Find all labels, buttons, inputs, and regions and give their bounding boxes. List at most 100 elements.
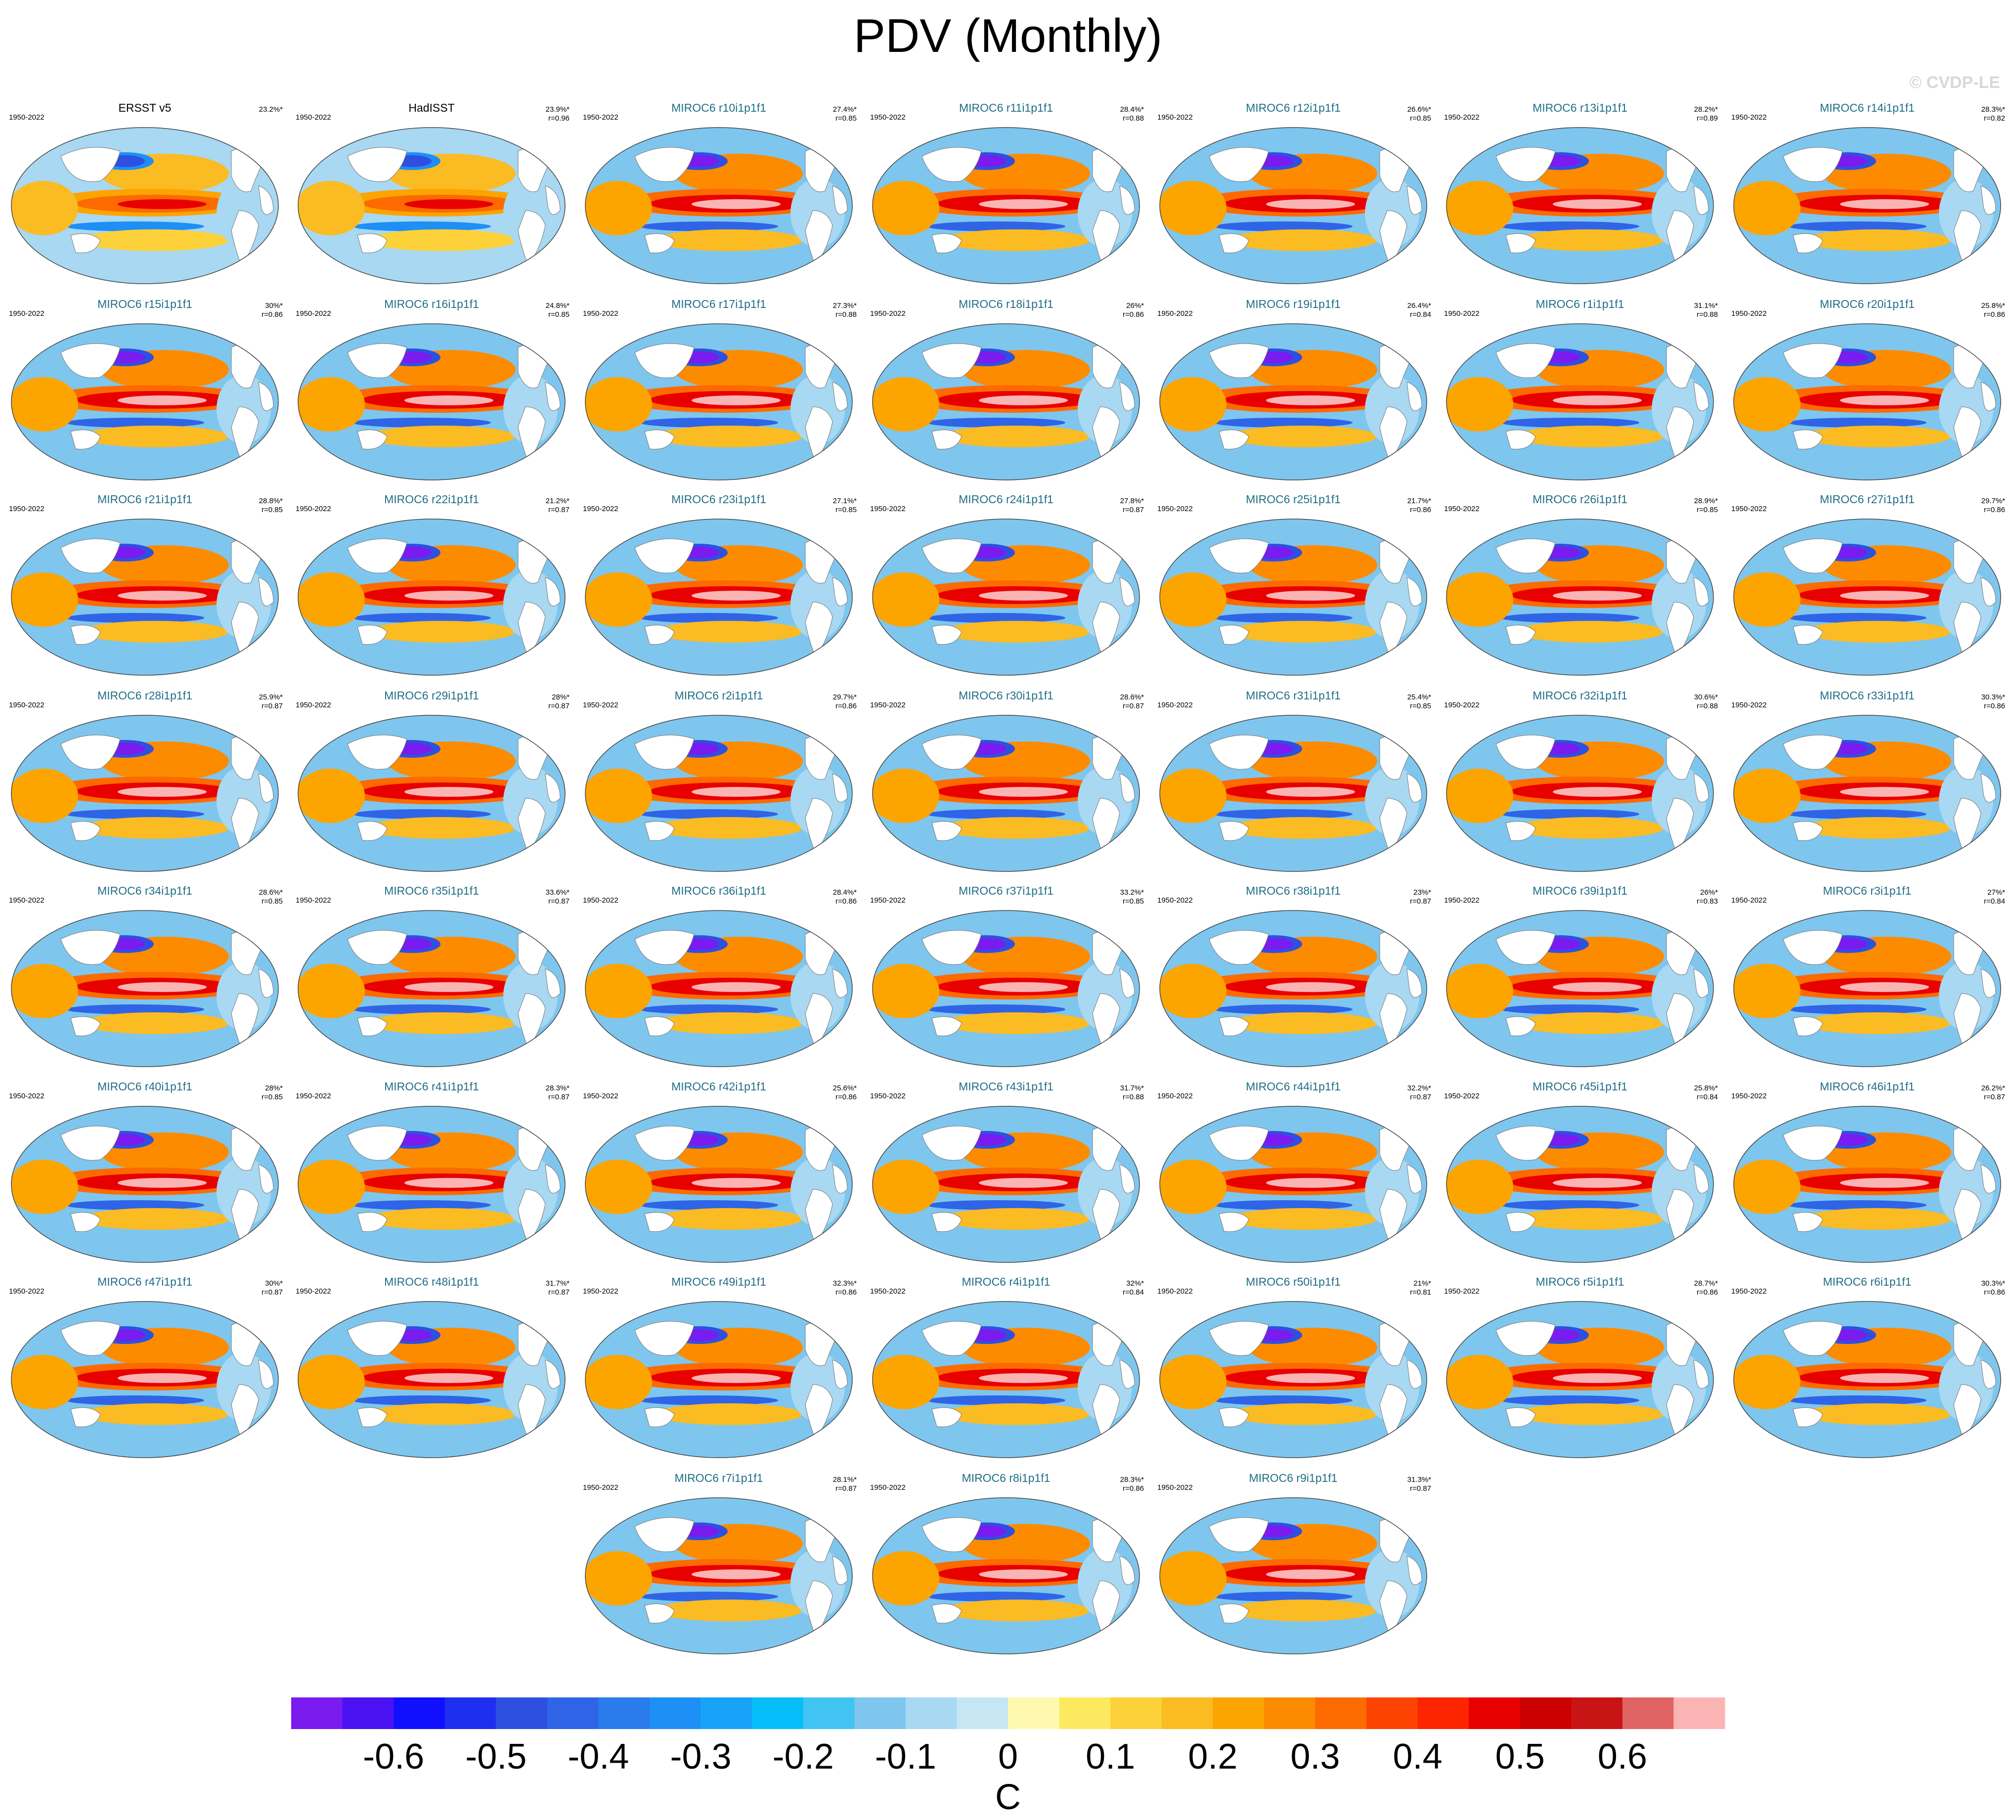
tropical-peak: [118, 395, 207, 405]
africa-landmass: [1119, 185, 1135, 215]
tropical-peak: [1553, 982, 1642, 992]
colorbar-swatch: [1264, 1697, 1315, 1729]
map-panel: MIROC6 r31i1p1f1 1950-2022 25.4%* r=0.85: [1153, 689, 1433, 882]
panel-period: 1950-2022: [296, 701, 331, 709]
south-america-landmass: [1092, 1580, 1120, 1636]
panel-variance-pct: 23%*: [1413, 888, 1431, 897]
panel-pattern-corr: r=0.84: [1984, 897, 2005, 906]
south-pacific-cold-band: [640, 418, 778, 428]
panel-variance-pct: 24.8%*: [545, 302, 570, 310]
panel-variance-pct: 28.8%*: [259, 497, 283, 505]
sst-pattern-map: [1159, 1106, 1427, 1263]
map-outline: [1159, 519, 1427, 676]
south-pacific-cold-band: [1214, 1200, 1353, 1210]
map-field: [873, 1301, 1139, 1458]
panel-title: HadISST: [408, 101, 455, 114]
south-pacific-warm-band: [942, 817, 1090, 839]
africa-landmass: [1119, 968, 1135, 998]
south-pacific-warm-band: [655, 621, 803, 643]
panel-variance-pct: 21.7%*: [1407, 497, 1431, 505]
panel-pattern-corr: r=0.86: [1984, 506, 2005, 514]
tropical-peak: [1553, 591, 1642, 601]
asia-landmass: [921, 1321, 982, 1356]
map-panel: MIROC6 r2i1p1f1 1950-2022 29.7%* r=0.86: [579, 689, 859, 882]
south-america-landmass: [518, 406, 546, 462]
colorbar-swatch: [1161, 1697, 1213, 1729]
panel-title: MIROC6 r32i1p1f1: [1533, 689, 1627, 702]
panel-variance-pct: 30.6%*: [1694, 693, 1718, 701]
panel-period: 1950-2022: [296, 309, 331, 318]
tropical-peak: [1840, 591, 1929, 601]
sst-pattern-map: [298, 323, 566, 480]
indian-ocean-warm: [585, 1160, 652, 1214]
panel-variance-pct: 28.4%*: [1120, 105, 1144, 114]
south-pacific-warm-band: [367, 1208, 516, 1230]
south-america-landmass: [1092, 798, 1120, 853]
indian-ocean-warm: [1734, 572, 1800, 627]
sst-pattern-map: [298, 1301, 566, 1458]
australia-landmass: [931, 233, 962, 254]
map-outline: [11, 127, 279, 284]
south-pacific-warm-band: [1803, 229, 1951, 251]
sst-pattern-map: [872, 519, 1140, 676]
indian-ocean-warm: [298, 377, 365, 432]
tropical-peak: [979, 787, 1068, 797]
map-panel: MIROC6 r35i1p1f1 1950-2022 33.6%* r=0.87: [292, 884, 571, 1077]
tropical-peak: [404, 1178, 493, 1188]
africa-landmass: [1980, 1359, 1996, 1389]
indian-ocean-warm: [11, 1160, 78, 1214]
south-pacific-warm-band: [1516, 229, 1664, 251]
south-america-landmass: [231, 210, 259, 265]
panel-pattern-corr: r=0.87: [1123, 702, 1144, 710]
south-america-landmass: [1666, 406, 1694, 462]
south-pacific-warm-band: [367, 817, 516, 839]
panel-variance-pct: 27.1%*: [833, 497, 857, 505]
south-america-landmass: [1379, 602, 1407, 657]
panel-period: 1950-2022: [870, 505, 906, 513]
sst-pattern-map: [1446, 323, 1714, 480]
panel-variance-pct: 27%*: [1987, 888, 2005, 897]
south-pacific-cold-band: [1788, 1395, 1927, 1405]
map-field: [585, 715, 852, 871]
sst-pattern-map: [1733, 519, 2001, 676]
map-field: [1734, 1301, 2001, 1458]
map-panel: MIROC6 r16i1p1f1 1950-2022 24.8%* r=0.85: [292, 298, 571, 490]
map-outline: [1733, 910, 2001, 1067]
tropical-peak: [404, 1373, 493, 1383]
tropical-peak: [1553, 1178, 1642, 1188]
map-field: [11, 715, 278, 871]
south-america-landmass: [1953, 1384, 1981, 1439]
south-pacific-warm-band: [942, 621, 1090, 643]
panel-period: 1950-2022: [870, 113, 906, 122]
south-pacific-cold-band: [66, 613, 204, 623]
australia-landmass: [70, 430, 101, 450]
south-pacific-cold-band: [66, 809, 204, 819]
tropical-peak: [404, 591, 493, 601]
panel-period: 1950-2022: [9, 896, 44, 905]
map-field: [298, 128, 565, 284]
panel-title: MIROC6 r33i1p1f1: [1820, 689, 1915, 702]
australia-landmass: [1505, 1407, 1536, 1428]
africa-landmass: [1693, 577, 1709, 607]
africa-landmass: [1980, 773, 1996, 803]
asia-landmass: [347, 1126, 407, 1161]
asia-landmass: [921, 735, 982, 770]
panel-variance-pct: 23.2%*: [259, 105, 283, 114]
tropical-peak: [1553, 199, 1642, 209]
panel-period: 1950-2022: [296, 896, 331, 905]
map-field: [873, 910, 1139, 1067]
map-panel: MIROC6 r3i1p1f1 1950-2022 27%* r=0.84: [1727, 884, 2007, 1077]
australia-landmass: [644, 821, 675, 841]
map-panel: MIROC6 r45i1p1f1 1950-2022 25.8%* r=0.84: [1440, 1080, 1720, 1273]
south-pacific-warm-band: [1803, 1208, 1951, 1230]
south-pacific-warm-band: [655, 426, 803, 447]
indian-ocean-warm: [1734, 1355, 1800, 1409]
africa-landmass: [832, 773, 848, 803]
map-outline: [298, 1106, 566, 1263]
panel-title: MIROC6 r13i1p1f1: [1533, 101, 1627, 114]
colorbar-tick-label: 0.6: [1598, 1737, 1647, 1777]
indian-ocean-warm: [11, 769, 78, 823]
panel-pattern-corr: r=0.88: [1697, 702, 1718, 710]
panel-period: 1950-2022: [870, 1287, 906, 1296]
panel-variance-pct: 28.4%*: [833, 888, 857, 897]
